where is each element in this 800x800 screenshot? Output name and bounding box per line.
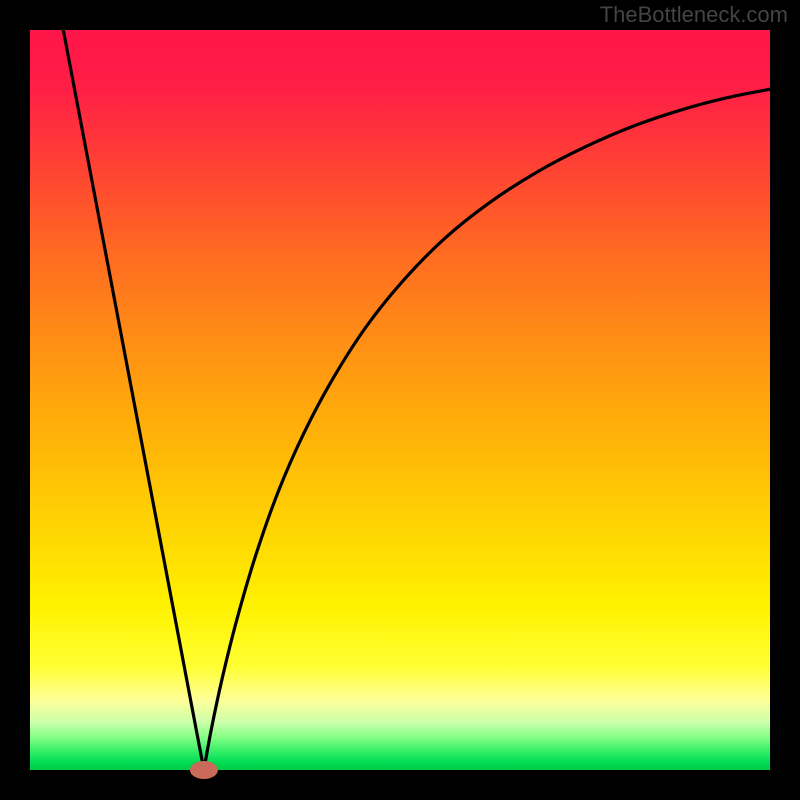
- source-label: TheBottleneck.com: [600, 2, 788, 27]
- dip-marker: [190, 761, 218, 779]
- plot-background: [30, 30, 770, 770]
- bottleneck-chart: TheBottleneck.com: [0, 0, 800, 800]
- chart-container: TheBottleneck.com: [0, 0, 800, 800]
